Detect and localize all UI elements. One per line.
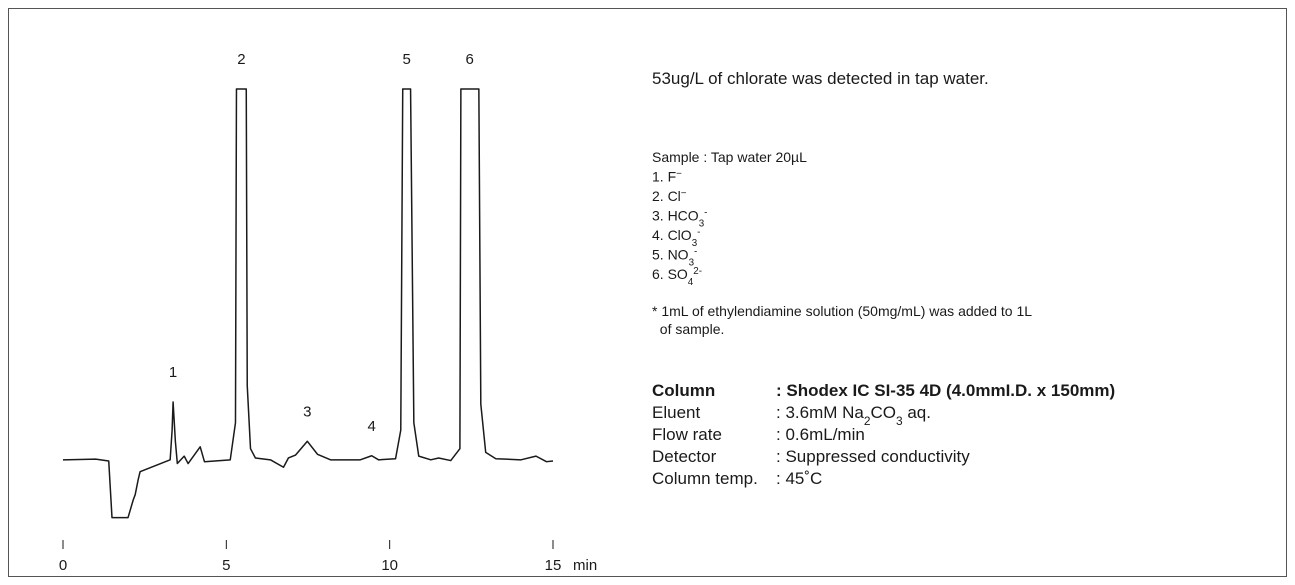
footnote: of sample. — [652, 321, 724, 337]
text-run: : 0.6mL/min — [776, 425, 865, 444]
condition-label: Column temp. — [652, 469, 758, 488]
sample-line: 4. ClO3- — [652, 227, 700, 249]
sup-script: - — [704, 207, 707, 218]
text-run: : 45˚C — [776, 469, 822, 488]
text-run: 6. SO — [652, 266, 688, 282]
text-run: 1. F — [652, 169, 676, 185]
x-tick-label: 5 — [222, 557, 230, 574]
text-run: 3. HCO — [652, 208, 699, 224]
sub-script: 4 — [688, 277, 694, 288]
footnote: * 1mL of ethylendiamine solution (50mg/m… — [652, 303, 1032, 319]
x-axis-label: min — [573, 557, 597, 574]
sample-line: 2. Cl− — [652, 188, 687, 205]
text-run: 5. NO — [652, 247, 689, 263]
headline: 53ug/L of chlorate was detected in tap w… — [652, 69, 989, 88]
text-run: 2. Cl — [652, 188, 681, 204]
sample-line: 6. SO42- — [652, 266, 702, 288]
text-run: aq. — [903, 403, 931, 422]
text-run: 4. ClO — [652, 227, 692, 243]
sup-script: - — [694, 246, 697, 257]
trace — [62, 88, 554, 519]
text-run: : Suppressed conductivity — [776, 447, 970, 466]
text-run: CO — [870, 403, 896, 422]
frame — [8, 8, 1287, 577]
sub-script: 3 — [692, 238, 698, 249]
condition-value: : Shodex IC SI-35 4D (4.0mmI.D. x 150mm) — [776, 381, 1115, 400]
sample-line: 3. HCO3- — [652, 207, 707, 229]
x-tick-label: 0 — [59, 557, 67, 574]
condition-label: Eluent — [652, 403, 700, 422]
x-tick-label: 10 — [381, 557, 398, 574]
text-run: Sample : Tap water 20µL — [652, 149, 807, 165]
sup-script: − — [681, 188, 687, 199]
condition-value: : 0.6mL/min — [776, 425, 865, 444]
sub-script: 3 — [699, 218, 705, 229]
sup-script: - — [697, 227, 700, 238]
text-run: : 3.6mM Na — [776, 403, 864, 422]
sample-line: Sample : Tap water 20µL — [652, 149, 807, 165]
sub-script: 2 — [864, 414, 871, 428]
text-run: : Shodex IC SI-35 4D (4.0mmI.D. x 150mm) — [776, 381, 1115, 400]
sub-script: 3 — [689, 257, 695, 268]
sup-script: − — [676, 168, 682, 179]
condition-label: Column — [652, 381, 715, 400]
condition-value: : Suppressed conductivity — [776, 447, 970, 466]
peak-label: 4 — [368, 418, 376, 435]
x-tick-label: 15 — [545, 557, 562, 574]
sample-line: 5. NO3- — [652, 246, 697, 268]
condition-value: : 3.6mM Na2CO3 aq. — [776, 403, 931, 428]
sample-line: 1. F− — [652, 168, 682, 185]
peak-label: 1 — [169, 364, 177, 381]
condition-label: Detector — [652, 447, 717, 466]
condition-label: Flow rate — [652, 425, 722, 444]
peak-label: 5 — [402, 51, 410, 68]
sup-script: 2- — [693, 266, 702, 277]
condition-value: : 45˚C — [776, 469, 822, 488]
sub-script: 3 — [896, 414, 903, 428]
peak-label: 6 — [466, 51, 474, 68]
peak-label: 2 — [237, 51, 245, 68]
peak-label: 3 — [303, 403, 311, 420]
